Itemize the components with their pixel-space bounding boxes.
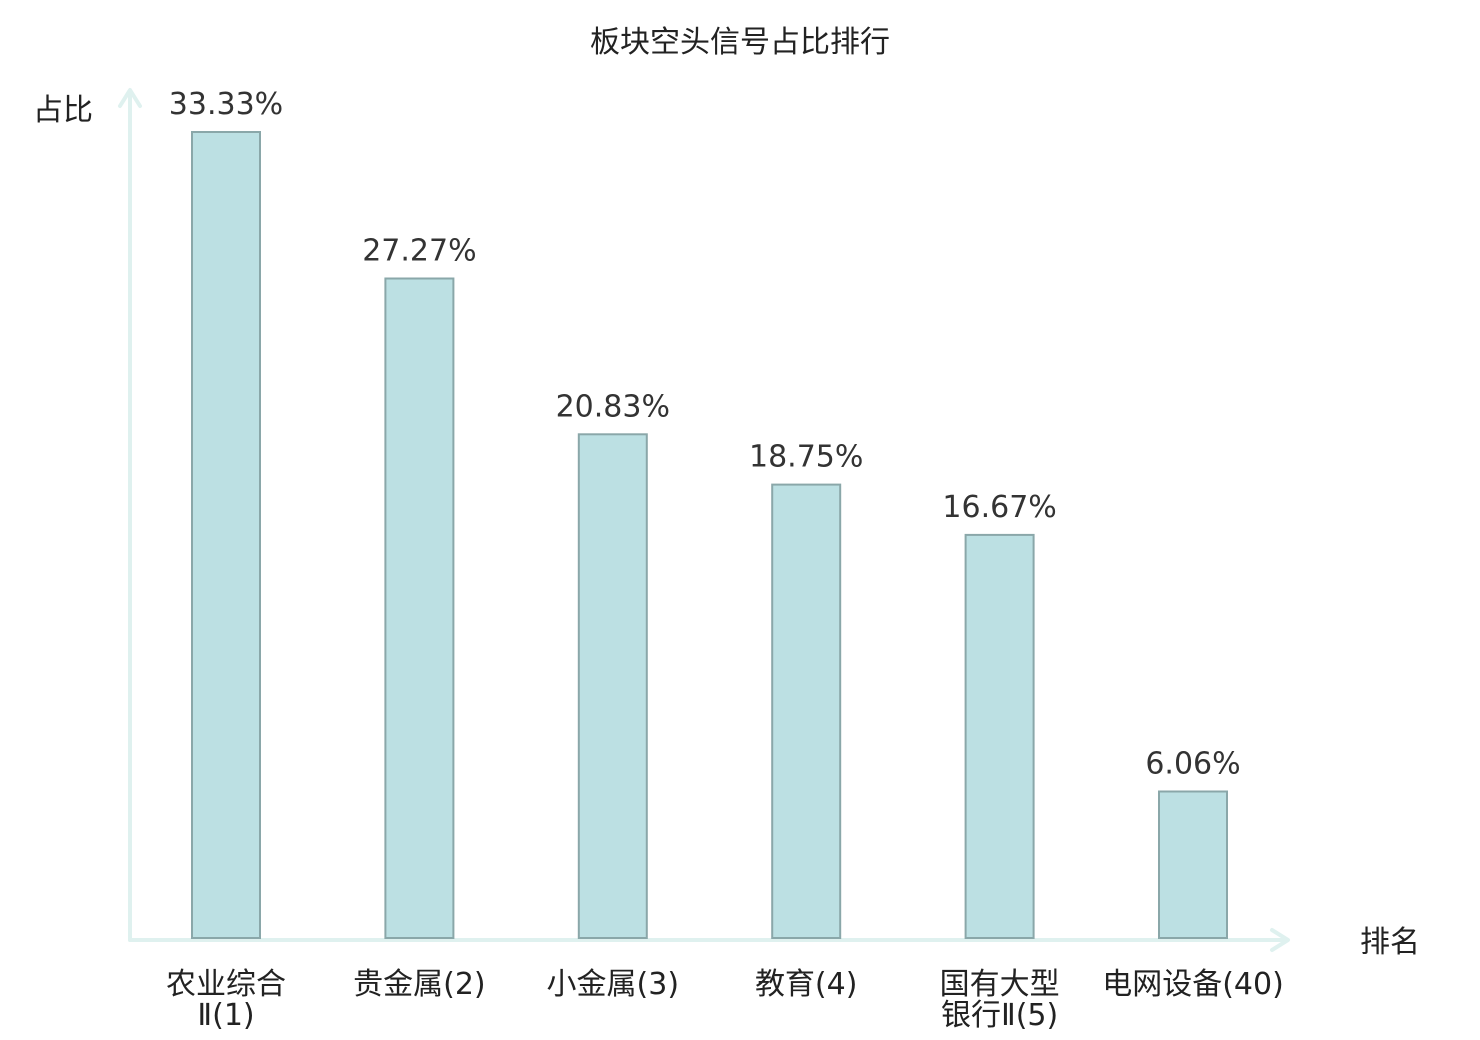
value-label-5: 16.67% [942,490,1056,525]
category-label-2: 贵金属(2) [353,967,486,1002]
y-axis-arrow-icon [118,88,142,108]
value-label-1: 33.33% [169,87,283,122]
bar-6 [1158,790,1228,939]
category-label-5-line-1: 国有大型 [940,967,1060,1002]
bar-2 [384,277,455,939]
category-label-6: 电网设备(40) [1102,967,1284,1002]
y-axis-label: 占比 [33,93,93,128]
category-label-3: 小金属(3) [547,967,680,1002]
chart-title: 板块空头信号占比排行 [590,25,890,60]
value-label-4: 18.75% [749,440,863,475]
bar-5 [964,533,1035,940]
x-axis-arrow-icon [1270,928,1290,952]
bar-4 [771,483,842,939]
value-label-2: 27.27% [362,234,476,269]
x-axis-label: 排名 [1360,925,1420,960]
category-label-5-line-2: 银行Ⅱ(5) [941,998,1058,1033]
bar-3 [577,433,648,939]
category-label-4: 教育(4) [755,967,858,1002]
category-label-1-line-1: 农业综合 [166,967,286,1002]
value-label-6: 6.06% [1145,747,1240,782]
category-label-1-line-2: Ⅱ(1) [197,998,254,1033]
value-label-3: 20.83% [556,389,670,424]
bar-1 [191,131,261,939]
